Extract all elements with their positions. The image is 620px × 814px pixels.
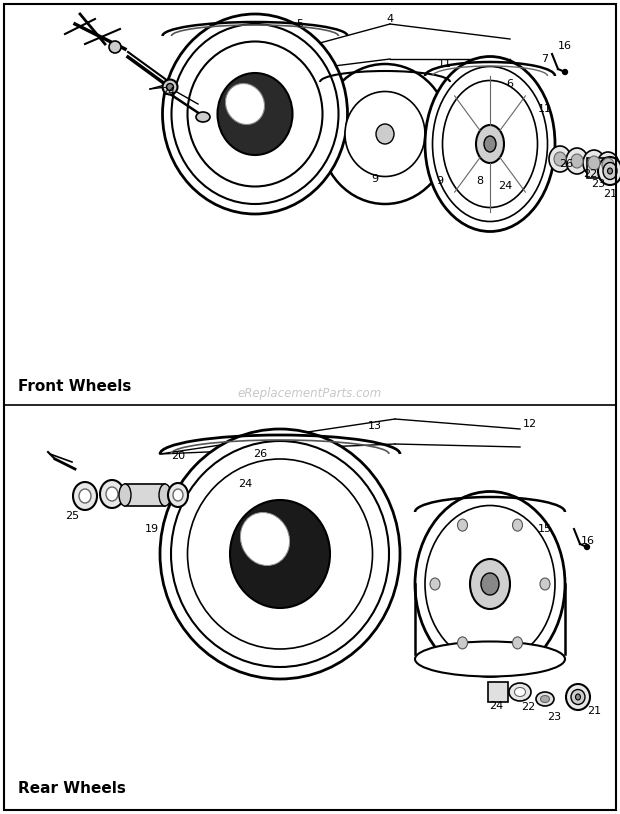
Ellipse shape <box>172 24 339 204</box>
Ellipse shape <box>588 156 600 170</box>
Text: 11: 11 <box>538 104 552 114</box>
Ellipse shape <box>571 154 583 168</box>
Ellipse shape <box>196 112 210 122</box>
Text: 20: 20 <box>171 451 185 461</box>
Text: 24: 24 <box>498 181 512 191</box>
Ellipse shape <box>173 489 183 501</box>
Ellipse shape <box>554 152 566 166</box>
Text: 15: 15 <box>538 524 552 534</box>
Ellipse shape <box>598 157 620 185</box>
Ellipse shape <box>230 500 330 608</box>
Ellipse shape <box>162 14 347 214</box>
Text: 21: 21 <box>603 189 617 199</box>
Ellipse shape <box>167 84 174 90</box>
Text: 11: 11 <box>438 59 452 69</box>
Text: 22: 22 <box>583 169 597 179</box>
Ellipse shape <box>218 73 293 155</box>
Ellipse shape <box>162 80 177 94</box>
Text: 13: 13 <box>368 421 382 431</box>
Ellipse shape <box>106 487 118 501</box>
Ellipse shape <box>415 641 565 676</box>
Ellipse shape <box>425 505 555 663</box>
Ellipse shape <box>481 573 499 595</box>
Text: 24: 24 <box>161 87 175 97</box>
Ellipse shape <box>376 124 394 144</box>
Ellipse shape <box>109 41 121 53</box>
Text: 16: 16 <box>558 41 572 51</box>
Ellipse shape <box>187 42 322 186</box>
Ellipse shape <box>585 545 590 549</box>
Ellipse shape <box>562 69 567 75</box>
Ellipse shape <box>603 163 617 180</box>
Ellipse shape <box>541 695 549 702</box>
Ellipse shape <box>226 84 265 125</box>
Ellipse shape <box>515 688 526 697</box>
Text: 24: 24 <box>238 479 252 489</box>
Ellipse shape <box>168 483 188 507</box>
Text: 21: 21 <box>587 706 601 716</box>
Ellipse shape <box>549 146 571 172</box>
Text: 26: 26 <box>253 449 267 459</box>
Text: 5: 5 <box>296 19 304 29</box>
Ellipse shape <box>575 694 580 700</box>
Ellipse shape <box>509 683 531 701</box>
Text: 23: 23 <box>547 712 561 722</box>
Text: 23: 23 <box>591 179 605 189</box>
Ellipse shape <box>583 150 605 176</box>
Ellipse shape <box>458 637 467 649</box>
Text: Front Wheels: Front Wheels <box>18 379 131 394</box>
Ellipse shape <box>425 56 555 231</box>
Text: 8: 8 <box>476 176 484 186</box>
Ellipse shape <box>536 692 554 706</box>
Text: 6: 6 <box>507 79 513 89</box>
Text: 19: 19 <box>145 524 159 534</box>
Text: 24: 24 <box>489 701 503 711</box>
FancyBboxPatch shape <box>125 484 165 506</box>
Ellipse shape <box>476 125 504 163</box>
Ellipse shape <box>160 429 400 679</box>
Ellipse shape <box>513 519 523 531</box>
Ellipse shape <box>443 81 538 208</box>
FancyBboxPatch shape <box>587 158 607 178</box>
Ellipse shape <box>187 459 373 649</box>
Ellipse shape <box>597 152 619 178</box>
Ellipse shape <box>571 689 585 704</box>
Ellipse shape <box>566 148 588 174</box>
Ellipse shape <box>458 519 467 531</box>
Ellipse shape <box>73 482 97 510</box>
Ellipse shape <box>430 578 440 590</box>
Ellipse shape <box>119 484 131 506</box>
Ellipse shape <box>171 441 389 667</box>
Text: 9: 9 <box>371 174 379 184</box>
Ellipse shape <box>415 492 565 676</box>
Ellipse shape <box>470 559 510 609</box>
Text: 26: 26 <box>559 159 573 169</box>
Text: eReplacementParts.com: eReplacementParts.com <box>238 387 382 400</box>
Ellipse shape <box>100 480 124 508</box>
Text: 12: 12 <box>523 419 537 429</box>
Text: 7: 7 <box>541 54 549 64</box>
Ellipse shape <box>602 158 614 172</box>
Text: Rear Wheels: Rear Wheels <box>18 781 126 796</box>
Ellipse shape <box>79 489 91 503</box>
Ellipse shape <box>608 168 613 174</box>
Ellipse shape <box>540 578 550 590</box>
Ellipse shape <box>433 67 547 221</box>
Text: 25: 25 <box>65 511 79 521</box>
Ellipse shape <box>484 136 496 152</box>
Ellipse shape <box>566 684 590 710</box>
Text: 9: 9 <box>436 176 443 186</box>
Text: 4: 4 <box>386 14 394 24</box>
Ellipse shape <box>241 513 290 566</box>
Ellipse shape <box>513 637 523 649</box>
FancyBboxPatch shape <box>488 682 508 702</box>
Ellipse shape <box>320 64 450 204</box>
Ellipse shape <box>345 91 425 177</box>
Text: 16: 16 <box>581 536 595 546</box>
Text: 22: 22 <box>521 702 535 712</box>
Ellipse shape <box>159 484 171 506</box>
